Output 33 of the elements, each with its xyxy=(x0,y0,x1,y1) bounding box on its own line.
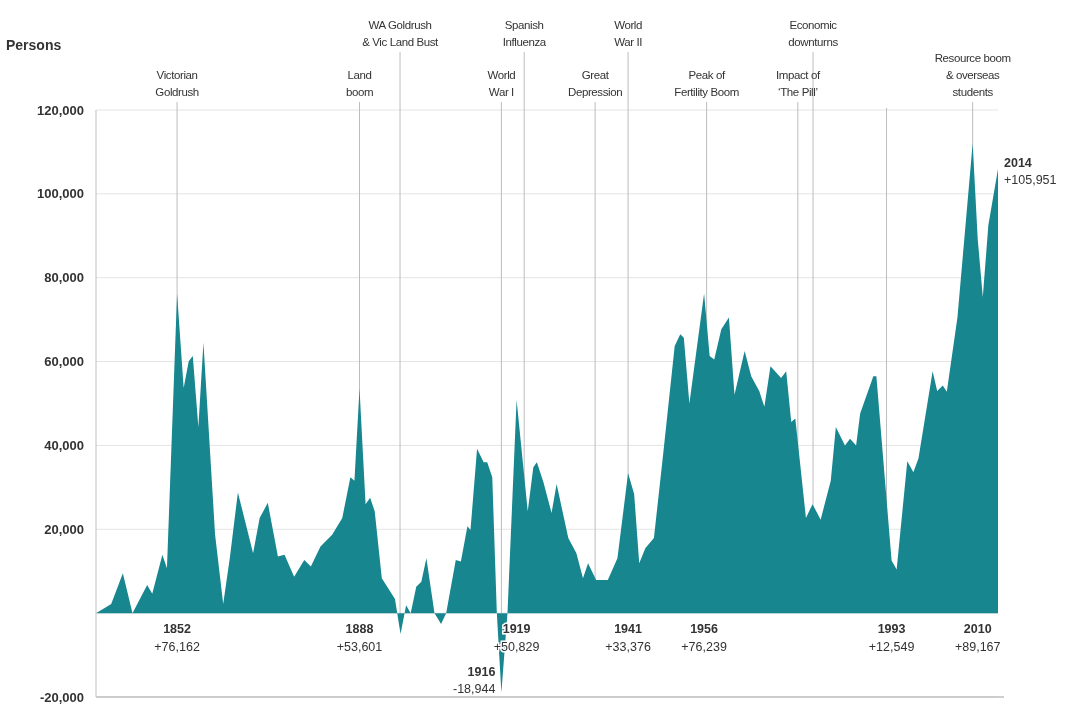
y-tick-label: -20,000 xyxy=(39,689,84,705)
x-tick-label: 1888 xyxy=(345,622,374,637)
ref-line-label: Land boom xyxy=(345,69,374,98)
y-axis-title: Persons xyxy=(6,37,62,53)
x-tick-label: 2010 xyxy=(963,622,992,637)
annotation: +33,376 xyxy=(605,640,651,655)
ref-line-label: World War II xyxy=(614,19,643,48)
ref-line-label: Impact of ‘The Pill’ xyxy=(775,69,821,98)
annotation: +76,239 xyxy=(681,640,727,655)
ref-line-label: World War I xyxy=(487,69,516,98)
x-tick-label: 1993 xyxy=(877,622,906,637)
x-tick-label: 1852 xyxy=(163,622,192,637)
annotation: +76,162 xyxy=(154,640,200,655)
ref-line-label: Resource boom & overseas students xyxy=(934,52,1011,98)
y-tick-label: 100,000 xyxy=(37,186,84,202)
x-tick-label: 1941 xyxy=(614,622,643,637)
y-tick-label: 40,000 xyxy=(44,437,84,453)
ref-line-label: Victorian Goldrush xyxy=(155,69,199,98)
ref-line-label: Spanish Influenza xyxy=(502,19,547,48)
annotation: +53,601 xyxy=(336,640,383,655)
y-tick-label: 60,000 xyxy=(44,354,84,370)
y-tick-label: 80,000 xyxy=(44,270,84,286)
annotation: 1916 -18,944 xyxy=(452,664,496,696)
annotation: +12,549 xyxy=(868,640,915,655)
annotation: 2014 +105,951 xyxy=(1004,155,1057,187)
ref-line-label: Economic downturns xyxy=(788,19,839,48)
y-tick-label: 20,000 xyxy=(44,521,84,537)
y-tick-label: 120,000 xyxy=(37,102,84,118)
ref-line-label: Great Depression xyxy=(568,69,623,98)
ref-line-label: WA Goldrush & Vic Land Bust xyxy=(362,19,440,48)
x-tick-label: 1956 xyxy=(690,622,719,637)
annotation: +89,167 xyxy=(954,640,1001,655)
ref-line-label: Peak of Fertility Boom xyxy=(674,69,739,98)
